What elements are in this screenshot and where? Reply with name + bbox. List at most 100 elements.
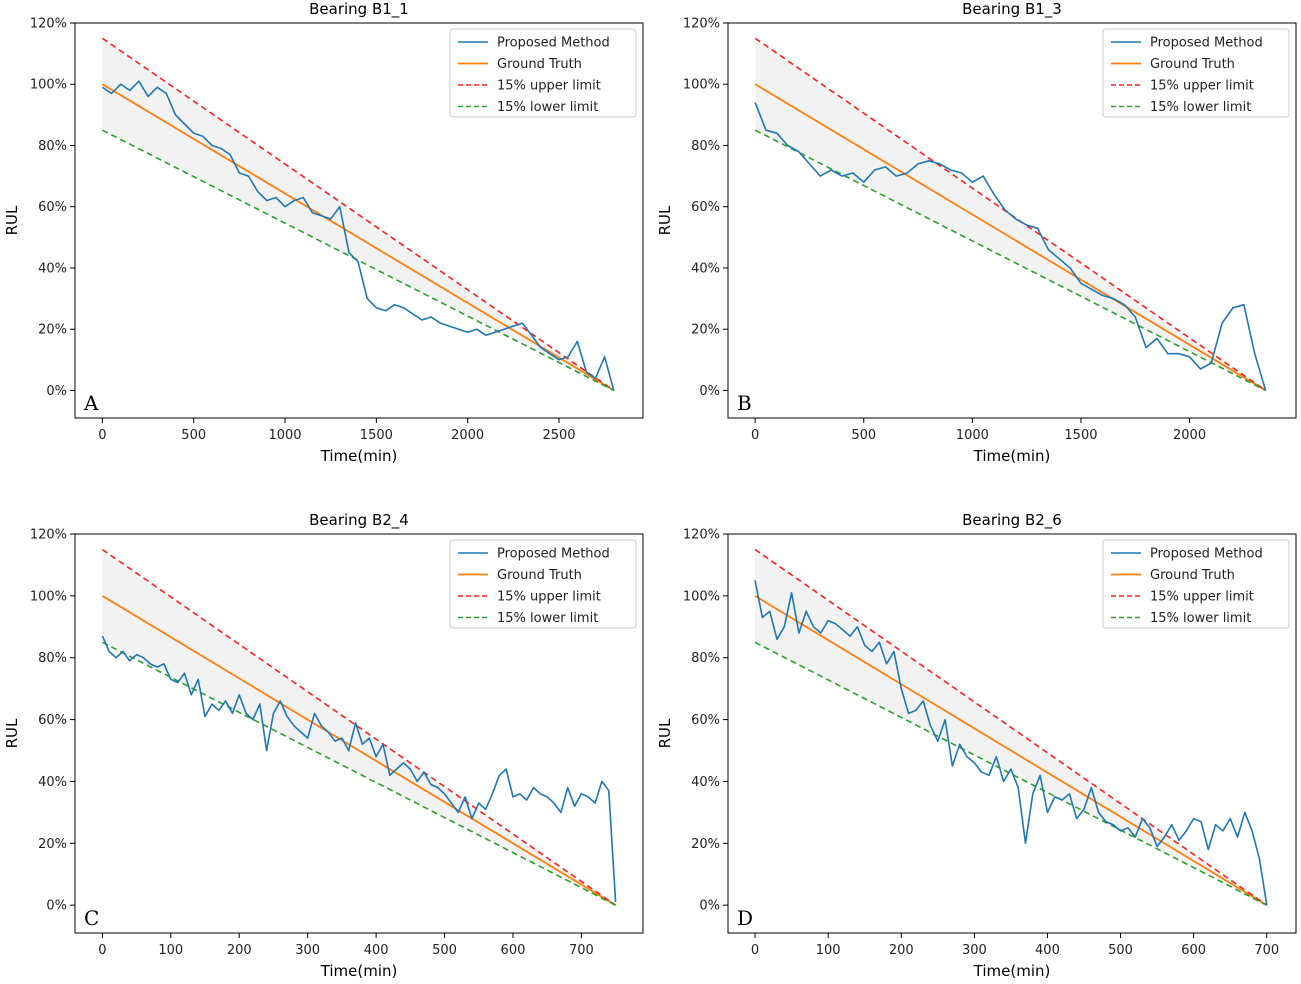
chart-3-lower-limit-line [102,641,616,906]
chart-4-ytick-label: 60% [691,713,720,728]
chart-4-title: Bearing B2_6 [962,511,1062,530]
chart-3-axes-frame [74,533,644,934]
chart-3-xtick-label: 700 [569,943,594,958]
chart-2-panel-letter: B [737,391,752,415]
chart-4-ytick-label: 40% [691,775,720,790]
chart-3-ylabel: RUL [3,718,21,748]
chart-1-xtick-label: 2000 [451,428,484,443]
chart-1-ytick-label: 40% [38,261,67,276]
chart-3-ytick-label: 0% [46,899,67,914]
chart-4-axes-frame [727,533,1297,934]
chart-2-legend-label-lower-limit: 15% lower limit [1150,100,1251,115]
chart-4-xtick-label: 500 [1108,943,1133,958]
chart-4-xtick-label: 600 [1181,943,1206,958]
chart-1-ground-truth-line [101,83,615,392]
chart-2-legend-label-upper-limit: 15% upper limit [1150,79,1254,94]
chart-3-ground-truth-line [101,595,617,906]
chart-2-xtick-label: 2000 [1173,428,1206,443]
chart-3-xtick-label: 400 [364,943,389,958]
chart-2-ytick-label: 80% [691,139,720,154]
chart-1-xlabel: Time(min) [320,447,398,465]
chart-4-legend-label-lower-limit: 15% lower limit [1150,611,1251,626]
chart-2-proposed-method-line [754,102,1267,391]
chart-2-xtick-label: 1000 [956,428,989,443]
chart-3-ytick-label: 100% [30,589,67,604]
chart-3-xtick-label: 0 [98,943,106,958]
chart-4-ytick-label: 100% [683,589,720,604]
chart-3-title: Bearing B2_4 [309,511,409,530]
chart-3-ytick-label: 80% [38,651,67,666]
chart-2-ytick-label: 100% [683,78,720,93]
chart-1-ytick-label: 80% [38,139,67,154]
chart-4-ylabel: RUL [656,718,674,748]
chart-4-legend-label-upper-limit: 15% upper limit [1150,590,1254,605]
chart-4-xtick-label: 0 [751,943,759,958]
chart-4-xtick-label: 700 [1254,943,1279,958]
chart-2-title: Bearing B1_3 [962,0,1062,19]
chart-2-legend [1102,28,1290,118]
chart-1-ytick-label: 100% [30,78,67,93]
chart-2-ytick-label: 20% [691,323,720,338]
chart-1-xtick-label: 1000 [268,428,301,443]
chart-2-xtick-label: 1500 [1064,428,1097,443]
chart-1-ytick-label: 120% [30,17,67,32]
chart-3-ytick-label: 40% [38,775,67,790]
chart-1-ytick-label: 0% [46,384,67,399]
chart-1-xtick-label: 500 [181,428,206,443]
chart-3-xlabel: Time(min) [320,962,398,980]
chart-1-legend [449,28,637,118]
chart-4-legend [1102,539,1290,629]
chart-3-ytick-label: 120% [30,528,67,543]
chart-1-ylabel: RUL [3,205,21,235]
chart-4-ytick-label: 80% [691,651,720,666]
chart-1: 0 500 1000 1500 2000 2500 0% 20% 40% 60% 80% 100% 12… [3,0,644,465]
chart-4-ground-truth-line [754,595,1268,906]
chart-2-ylabel: RUL [656,205,674,235]
chart-2-ytick-label: 0% [699,384,720,399]
chart-3: 0 100 200 300 400 500 600 700 0% 20% 40% 60% 80% 100%… [3,511,644,980]
chart-3-xtick-label: 100 [158,943,183,958]
chart-4-xtick-label: 100 [816,943,841,958]
chart-2-legend-label-proposed-method: Proposed Method [1150,36,1263,51]
chart-3-upper-limit-line [101,548,617,906]
chart-3-ytick-label: 60% [38,713,67,728]
chart-2: 0 500 1000 1500 2000 0% 20% 40% 60% 80% 100% 120% Be… [656,0,1297,465]
chart-4: 0 100 200 300 400 500 600 700 0% 20% 40% 60% 80% 100%… [656,511,1297,980]
chart-3-ytick-label: 20% [38,837,67,852]
chart-1-proposed-method-line [101,80,615,391]
chart-4-legend-label-proposed-method: Proposed Method [1150,547,1263,562]
chart-1-xtick-label: 0 [98,428,106,443]
chart-2-lower-limit-line [754,129,1266,392]
chart-1-legend-label-ground-truth: Ground Truth [497,57,582,72]
chart-4-upper-limit-line [754,548,1268,906]
chart-4-ytick-label: 20% [691,837,720,852]
chart-3-xtick-label: 500 [432,943,457,958]
chart-2-legend-label-ground-truth: Ground Truth [1150,57,1235,72]
chart-2-ytick-label: 40% [691,261,720,276]
chart-1-panel-letter: A [83,391,99,415]
chart-1-legend-label-upper-limit: 15% upper limit [497,79,601,94]
chart-3-panel-letter: C [84,906,99,930]
chart-3-xtick-label: 300 [295,943,320,958]
chart-2-xlabel: Time(min) [973,447,1051,465]
chart-3-xtick-label: 600 [501,943,526,958]
chart-4-proposed-method-line [754,580,1268,906]
chart-2-ytick-label: 60% [691,200,720,215]
chart-4-xtick-label: 300 [962,943,987,958]
chart-4-xtick-label: 200 [889,943,914,958]
chart-3-legend [449,539,637,629]
chart-4-lower-limit-line [754,641,1268,906]
chart-4-legend-label-ground-truth: Ground Truth [1150,568,1235,583]
chart-3-legend-label-lower-limit: 15% lower limit [497,611,598,626]
chart-3-xtick-label: 200 [227,943,252,958]
chart-1-title: Bearing B1_1 [309,0,409,19]
chart-4-xtick-label: 400 [1035,943,1060,958]
chart-4-ytick-label: 120% [683,528,720,543]
chart-2-ytick-label: 120% [683,17,720,32]
chart-1-xtick-label: 1500 [360,428,393,443]
chart-1-ytick-label: 20% [38,323,67,338]
chart-4-panel-letter: D [737,906,753,930]
chart-2-ground-truth-line [754,83,1267,392]
